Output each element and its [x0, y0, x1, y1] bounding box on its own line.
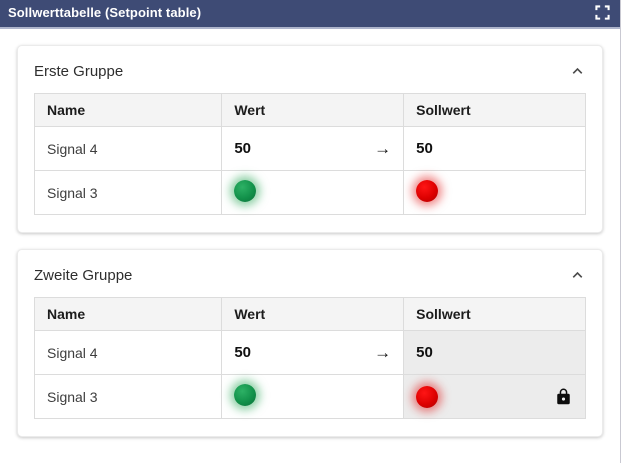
signal-name: Signal 3	[33, 374, 223, 419]
fullscreen-icon	[594, 5, 610, 20]
wert-cell	[221, 170, 405, 215]
wert-cell	[221, 374, 405, 419]
column-header-name: Name	[33, 297, 223, 331]
lock-icon	[557, 388, 570, 405]
table-header-row: Name Wert Sollwert	[33, 297, 586, 331]
table-header-row: Name Wert Sollwert	[33, 93, 586, 127]
arrow-right-icon: →	[374, 343, 392, 362]
sollwert-cell[interactable]: 50	[403, 126, 586, 171]
column-header-sollwert: Sollwert	[403, 297, 586, 331]
arrow-right-icon: →	[374, 139, 392, 158]
group-header-zweite-gruppe[interactable]: Zweite Gruppe	[34, 261, 586, 289]
current-value: 50	[234, 140, 252, 157]
widget-content: Erste Gruppe Name Wert Sollwert Signal 4	[0, 45, 620, 437]
led-green-indicator	[234, 180, 257, 202]
wert-cell: 50 →	[221, 330, 405, 375]
sollwert-cell-locked	[403, 374, 586, 419]
group-card-erste-gruppe: Erste Gruppe Name Wert Sollwert Signal 4	[17, 45, 603, 233]
led-red-indicator	[416, 385, 439, 408]
column-header-name: Name	[33, 93, 223, 127]
table-row: Signal 3	[33, 374, 586, 419]
fullscreen-button[interactable]	[593, 4, 611, 22]
table-row: Signal 4 50 → 50	[33, 330, 586, 375]
widget-title: Sollwerttabelle (Setpoint table)	[8, 5, 202, 20]
table-row: Signal 3	[33, 170, 586, 215]
signal-name: Signal 4	[33, 330, 223, 375]
setpoint-value: 50	[416, 140, 433, 157]
group-title: Erste Gruppe	[34, 62, 124, 80]
signal-name: Signal 3	[33, 170, 223, 215]
signal-name: Signal 4	[33, 126, 223, 171]
led-red-indicator	[416, 180, 439, 202]
column-header-wert: Wert	[221, 297, 405, 331]
chevron-up-icon[interactable]	[569, 267, 586, 284]
sollwert-cell-locked: 50	[403, 330, 586, 375]
sollwert-cell[interactable]	[403, 170, 586, 215]
column-header-sollwert: Sollwert	[403, 93, 586, 127]
setpoint-table: Name Wert Sollwert Signal 4 50 →	[33, 93, 586, 215]
setpoint-value: 50	[416, 344, 433, 361]
column-header-wert: Wert	[221, 93, 405, 127]
widget-titlebar: Sollwerttabelle (Setpoint table)	[0, 0, 620, 29]
current-value: 50	[234, 344, 252, 361]
setpoint-table: Name Wert Sollwert Signal 4 50 →	[33, 297, 586, 419]
group-title: Zweite Gruppe	[34, 266, 133, 284]
table-row: Signal 4 50 → 50	[33, 126, 586, 171]
wert-cell: 50 →	[221, 126, 405, 171]
group-header-erste-gruppe[interactable]: Erste Gruppe	[34, 57, 586, 85]
led-green-indicator	[234, 384, 257, 406]
chevron-up-icon[interactable]	[569, 63, 586, 80]
group-card-zweite-gruppe: Zweite Gruppe Name Wert Sollwert Signal …	[17, 249, 603, 437]
